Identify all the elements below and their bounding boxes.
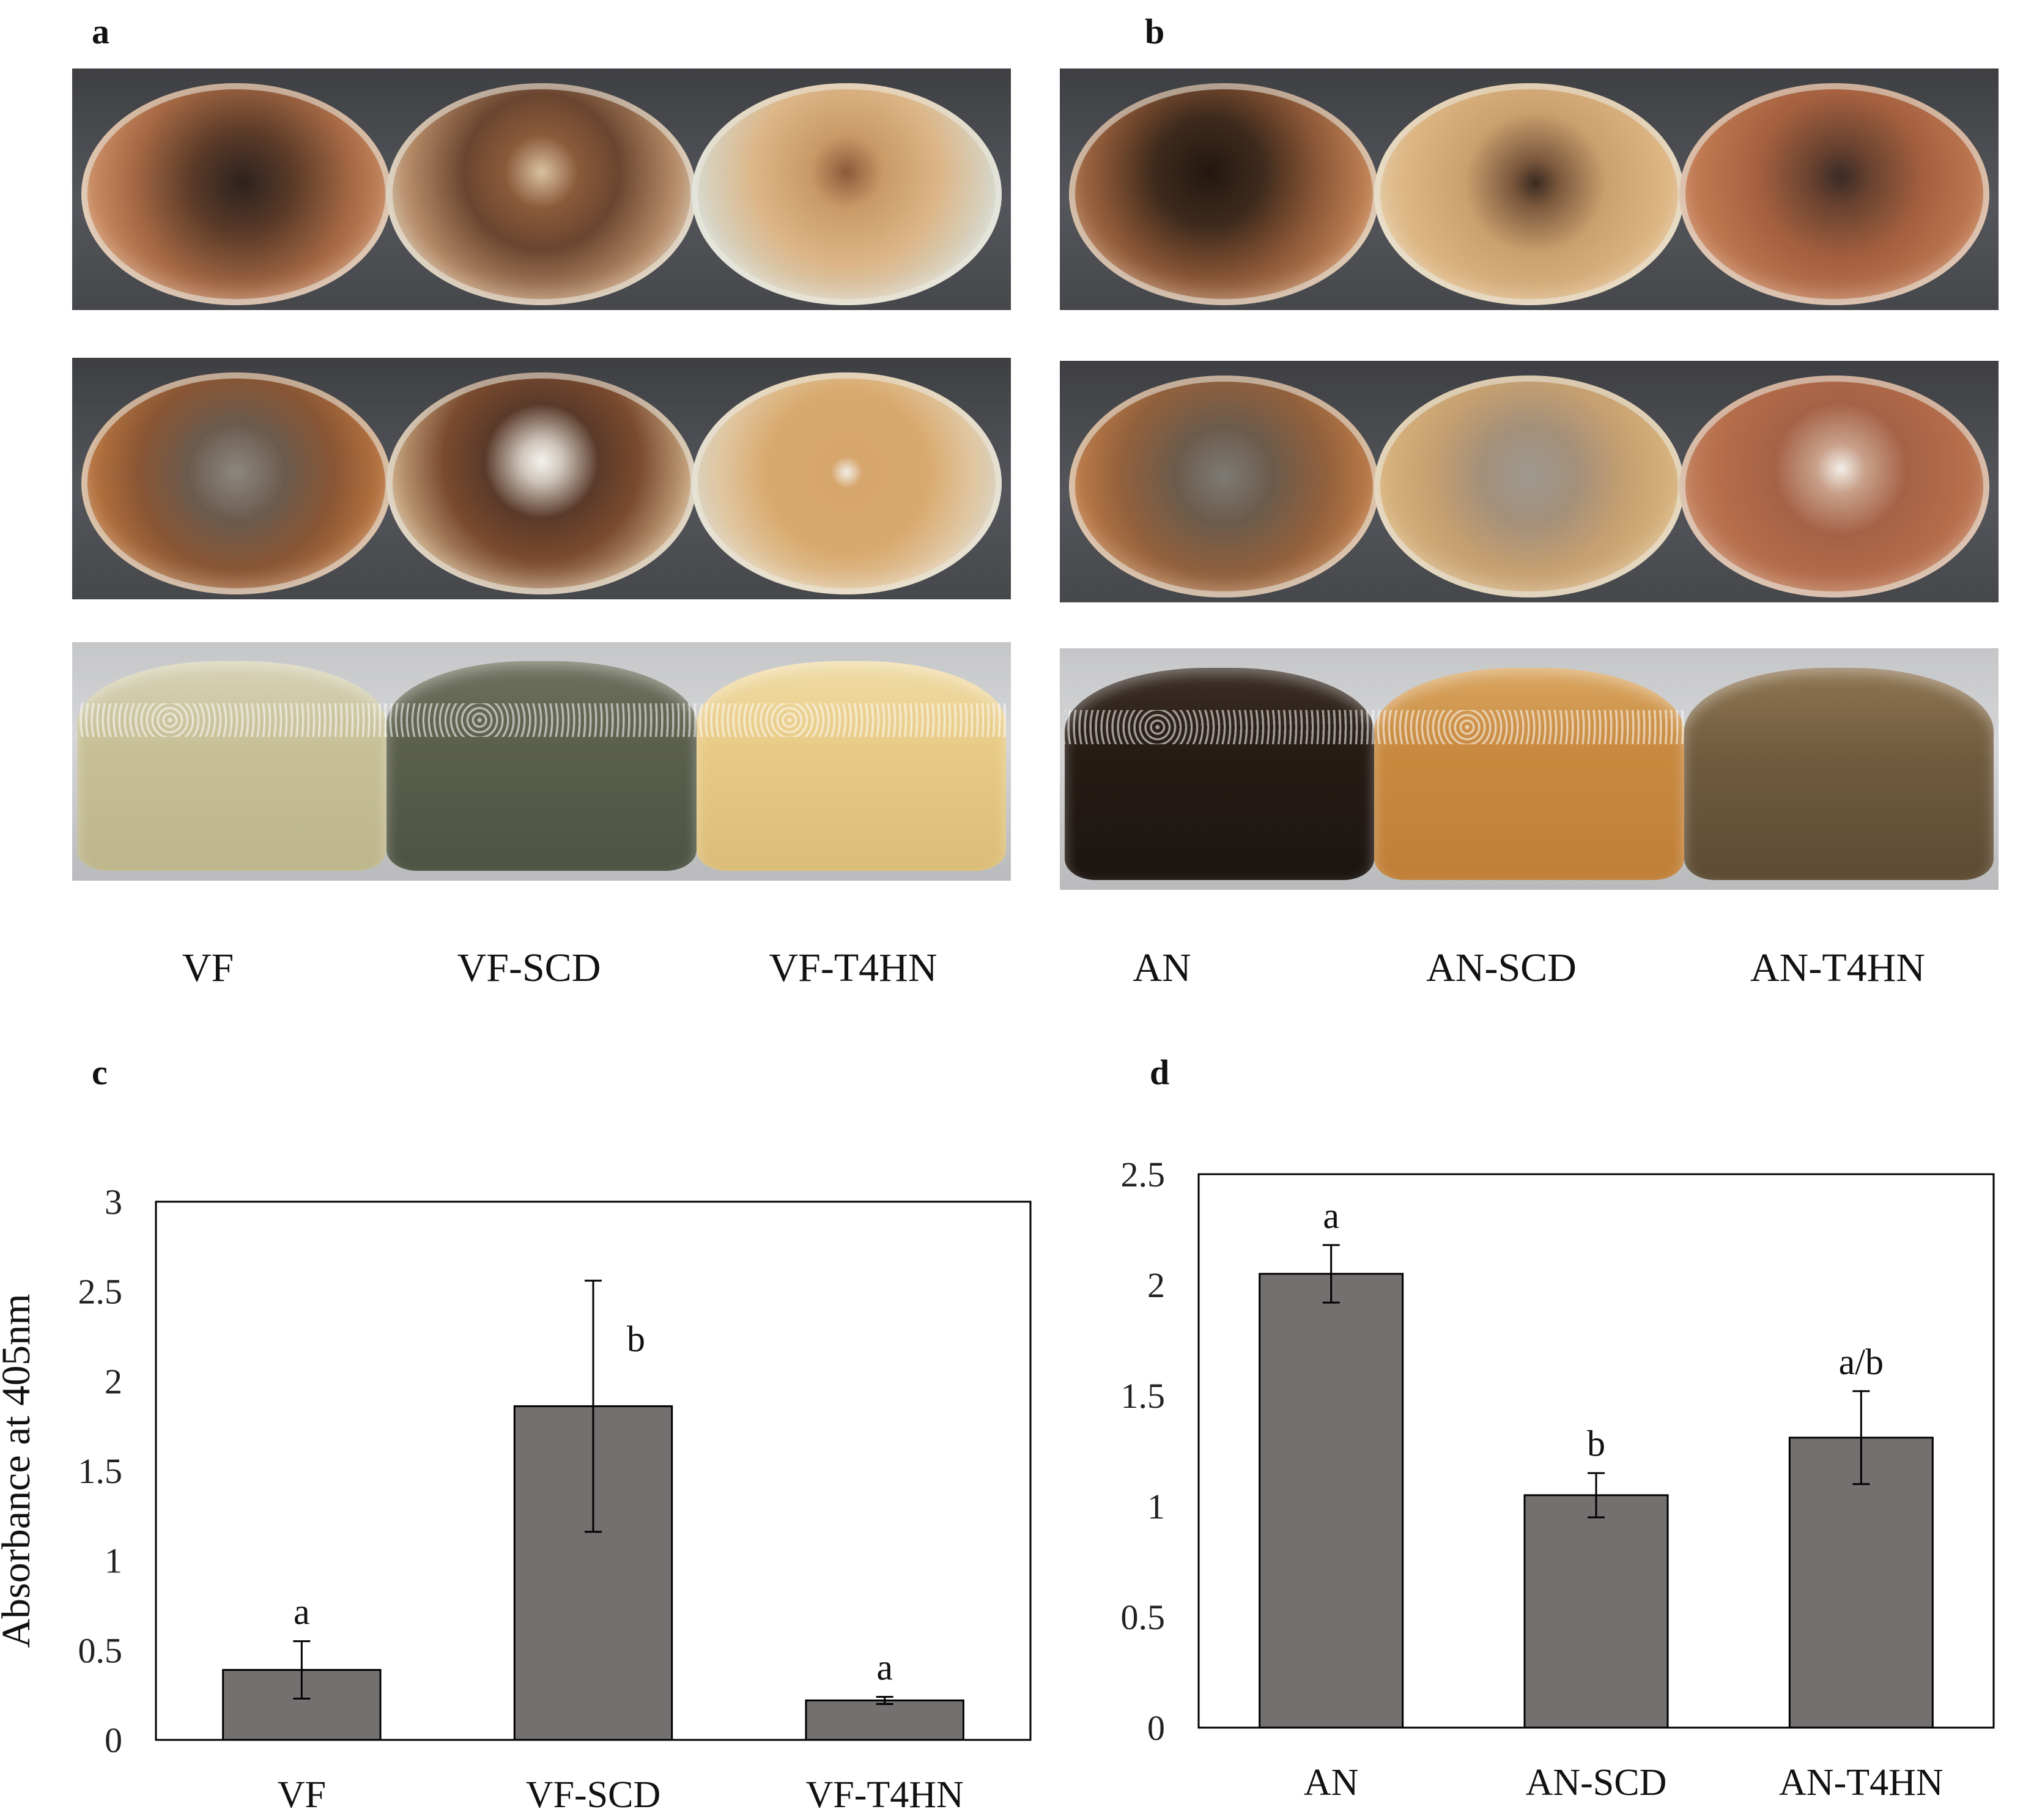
y-tick-label: 3 — [105, 1182, 122, 1222]
panel-a-plate-photo-middle — [72, 358, 1011, 599]
panel-label-b: b — [1145, 12, 1165, 51]
y-tick-label: 1 — [1147, 1487, 1165, 1526]
significance-label-vf-scd: b — [627, 1319, 645, 1359]
y-tick-label: 0.5 — [1121, 1597, 1166, 1637]
panel-a-flask-photo — [72, 642, 1011, 881]
panel-label-d: d — [1150, 1052, 1170, 1092]
significance-label-an-scd: b — [1587, 1424, 1605, 1464]
y-axis-label: Absorbance at 405nm — [0, 1293, 39, 1648]
y-tick-label: 0 — [105, 1720, 122, 1760]
x-tick-label-an-scd: AN-SCD — [1526, 1762, 1667, 1803]
x-tick-label-an-t4hn: AN-T4HN — [1779, 1762, 1943, 1803]
x-tick-label-vf: VF — [278, 1774, 326, 1816]
y-tick-label: 2 — [1147, 1265, 1165, 1305]
chart-d-absorbance-an: 0 0.5 1 1.5 2 2.5 a AN b AN-SCD a/b AN-T4HN — [1121, 1155, 1995, 1803]
panel-label-c: c — [92, 1052, 108, 1092]
x-tick-label-an: AN — [1304, 1762, 1359, 1803]
photo-label-vf: VF — [182, 945, 234, 990]
chart-c-absorbance-vf: 0 0.5 1 1.5 2 2.5 3 Absorbance at 405nm a VF b VF-S… — [0, 1182, 1032, 1816]
significance-label-an-t4hn: a/b — [1839, 1342, 1884, 1382]
bar-vf-t4hn — [805, 1699, 964, 1741]
y-tick-label: 2.5 — [1121, 1155, 1166, 1194]
y-tick-label: 0 — [1147, 1708, 1165, 1748]
photo-label-an: AN — [1133, 945, 1191, 990]
bar-an-t4hn — [1788, 1437, 1934, 1729]
bar-an — [1259, 1273, 1404, 1729]
y-tick-label: 0.5 — [78, 1630, 123, 1670]
photo-label-vf-scd: VF-SCD — [457, 945, 601, 990]
photo-label-an-scd: AN-SCD — [1426, 945, 1577, 990]
y-tick-label: 1 — [105, 1541, 122, 1581]
y-tick-label: 1.5 — [1121, 1376, 1166, 1416]
photo-label-an-t4hn: AN-T4HN — [1750, 945, 1925, 990]
panel-b-plate-photo-top — [1060, 68, 1999, 310]
significance-label-vf: a — [294, 1592, 310, 1632]
panel-a-plate-photo-top — [72, 68, 1011, 310]
panel-label-a: a — [92, 12, 109, 51]
y-tick-label: 2 — [105, 1361, 122, 1401]
significance-label-an: a — [1323, 1196, 1339, 1236]
x-tick-label-vf-scd: VF-SCD — [526, 1774, 661, 1816]
bar-an-scd — [1523, 1494, 1669, 1729]
x-tick-label-vf-t4hn: VF-T4HN — [806, 1774, 964, 1816]
significance-label-vf-t4hn: a — [876, 1648, 893, 1688]
y-tick-label: 1.5 — [78, 1451, 123, 1491]
photo-label-vf-t4hn: VF-T4HN — [769, 945, 938, 990]
panel-b-plate-photo-middle — [1060, 361, 1999, 602]
panel-b-flask-photo — [1060, 648, 1999, 890]
y-tick-label: 2.5 — [78, 1272, 123, 1312]
